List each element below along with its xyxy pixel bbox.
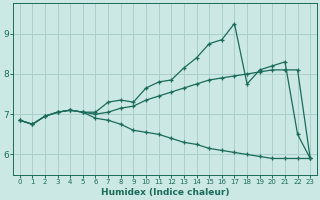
X-axis label: Humidex (Indice chaleur): Humidex (Indice chaleur)	[101, 188, 229, 197]
